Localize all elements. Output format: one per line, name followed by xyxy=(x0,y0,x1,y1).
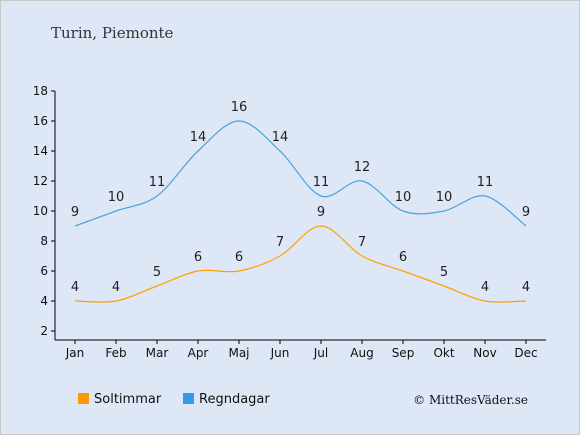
legend: Soltimmar Regndagar xyxy=(78,392,270,407)
y-tick-label: 14 xyxy=(33,144,48,158)
data-label: 9 xyxy=(71,205,79,220)
data-label: 10 xyxy=(436,190,453,205)
y-ticks: 2 4 6 8 10 12 14 16 18 xyxy=(33,84,55,338)
x-tick-label: Mar xyxy=(146,346,169,360)
x-tick-label: Dec xyxy=(514,346,537,360)
x-tick-label: Aug xyxy=(350,346,373,360)
data-label: 6 xyxy=(399,250,407,265)
x-tick-label: Jul xyxy=(313,346,328,360)
x-tick-label: Maj xyxy=(228,346,249,360)
y-tick-label: 4 xyxy=(40,294,48,308)
data-label: 5 xyxy=(153,265,161,280)
y-tick-label: 18 xyxy=(33,84,48,98)
data-label: 11 xyxy=(477,175,494,190)
data-labels: 4 4 5 6 6 7 9 7 6 5 4 4 9 10 11 14 16 14 11 12 10 10 11 9 xyxy=(71,100,530,295)
x-tick-label: Apr xyxy=(188,346,209,360)
data-label: 14 xyxy=(272,130,289,145)
data-label: 4 xyxy=(481,280,489,295)
data-label: 7 xyxy=(358,235,366,250)
x-tick-label: Jan xyxy=(65,346,85,360)
x-tick-label: Jun xyxy=(270,346,290,360)
data-label: 4 xyxy=(522,280,530,295)
legend-swatch-soltimmar xyxy=(78,393,89,404)
data-label: 6 xyxy=(194,250,202,265)
y-tick-label: 2 xyxy=(40,324,48,338)
series-line-soltimmar xyxy=(74,225,527,303)
chart-title: Turin, Piemonte xyxy=(51,24,174,42)
x-ticks: Jan Feb Mar Apr Maj Jun Jul Aug Sep Okt Nov Dec xyxy=(65,340,538,360)
y-tick-label: 8 xyxy=(40,234,48,248)
x-tick-label: Feb xyxy=(105,346,126,360)
series-lines xyxy=(74,120,527,303)
data-label: 10 xyxy=(108,190,125,205)
data-label: 4 xyxy=(71,280,79,295)
data-label: 12 xyxy=(354,160,371,175)
legend-label-soltimmar: Soltimmar xyxy=(94,392,162,407)
x-tick-label: Sep xyxy=(392,346,415,360)
legend-swatch-regndagar xyxy=(183,393,194,404)
y-tick-label: 16 xyxy=(33,114,48,128)
data-label: 9 xyxy=(317,205,325,220)
data-label: 11 xyxy=(149,175,166,190)
data-label: 16 xyxy=(231,100,248,115)
copyright-text: © MittResVäder.se xyxy=(413,393,528,407)
legend-label-regndagar: Regndagar xyxy=(199,392,270,407)
data-label: 9 xyxy=(522,205,530,220)
data-label: 5 xyxy=(440,265,448,280)
data-label: 10 xyxy=(395,190,412,205)
data-label: 14 xyxy=(190,130,207,145)
y-tick-label: 6 xyxy=(40,264,48,278)
data-label: 7 xyxy=(276,235,284,250)
data-label: 11 xyxy=(313,175,330,190)
data-label: 6 xyxy=(235,250,243,265)
y-tick-label: 12 xyxy=(33,174,48,188)
data-label: 4 xyxy=(112,280,120,295)
x-tick-label: Nov xyxy=(473,346,496,360)
series-line-regndagar xyxy=(74,120,527,227)
x-tick-label: Okt xyxy=(433,346,454,360)
y-tick-label: 10 xyxy=(33,204,48,218)
